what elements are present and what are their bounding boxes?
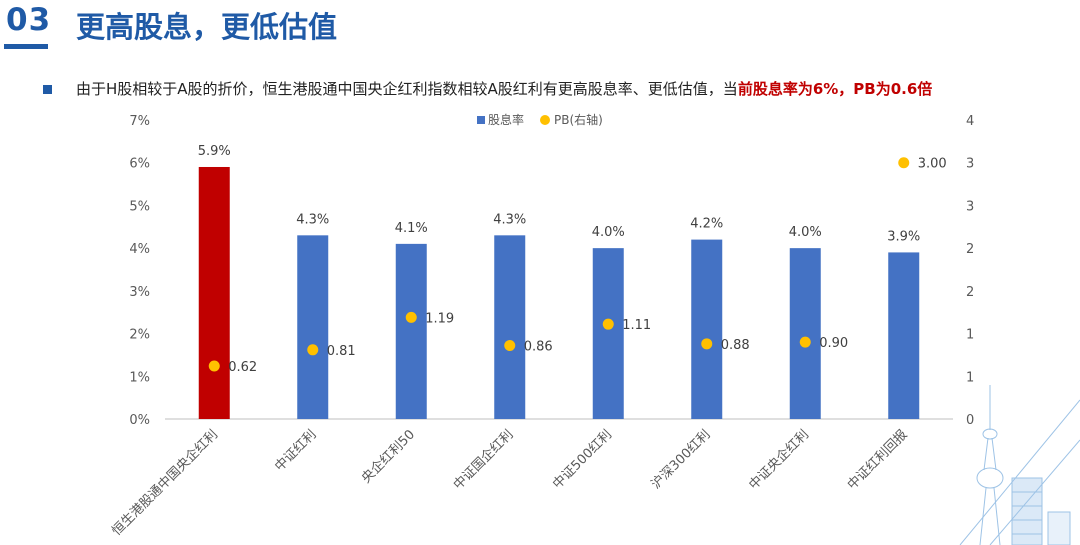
right-tick-label: 3 xyxy=(966,157,974,172)
right-tick-label: 3 xyxy=(966,199,974,214)
x-axis-labels: 恒生港股通中国央企红利 中证红利 央企红利50 中证国企红利 中证500红利 沪深300红… xyxy=(109,427,911,539)
legend: 股息率 PB(右轴) xyxy=(477,112,603,127)
dividend-data-label: 4.3% xyxy=(493,212,526,227)
section-underline xyxy=(4,44,48,49)
dividend-bar xyxy=(888,252,920,419)
legend-label-pb: PB(右轴) xyxy=(554,112,603,127)
dividend-data-label: 5.9% xyxy=(198,144,231,159)
left-tick-label: 7% xyxy=(129,114,150,129)
category-label: 中证国企红利 xyxy=(450,427,516,493)
bullet-marker xyxy=(43,85,52,94)
pb-data-label: 0.81 xyxy=(327,344,356,359)
bullet-text: 由于H股相较于A股的折价，恒生港股通中国央企红利指数相较A股红利有更高股息率、更… xyxy=(76,78,932,99)
left-axis: 0% 1% 2% 3% 4% 5% 6% 7% xyxy=(129,114,150,428)
dividend-bar xyxy=(789,248,821,419)
category-label: 中证红利回报 xyxy=(844,427,910,493)
right-tick-label: 2 xyxy=(966,285,974,300)
pb-data-label: 0.88 xyxy=(721,338,750,353)
dividend-data-label: 4.1% xyxy=(395,221,428,236)
pb-point xyxy=(208,360,220,372)
pb-data-label: 3.00 xyxy=(918,157,947,172)
dividend-data-label: 4.0% xyxy=(592,225,625,240)
right-axis: 0 1 1 2 2 3 3 4 xyxy=(966,114,974,428)
left-tick-label: 6% xyxy=(129,157,150,172)
pb-point xyxy=(307,344,319,356)
dividend-bar xyxy=(297,235,329,419)
pb-data-label: 1.11 xyxy=(622,318,651,333)
dividend-data-label: 4.3% xyxy=(296,212,329,227)
pb-data-label: 0.62 xyxy=(228,360,257,375)
pb-series: 0.62 0.81 1.19 0.86 1.11 0.88 0.90 3.00 xyxy=(208,157,947,375)
left-tick-label: 2% xyxy=(129,328,150,343)
pb-point xyxy=(602,318,614,330)
bullet-text-highlight: 前股息率为6%，PB为0.6倍 xyxy=(737,80,933,98)
left-tick-label: 5% xyxy=(129,199,150,214)
pb-point xyxy=(405,311,417,323)
right-tick-label: 1 xyxy=(966,370,974,385)
category-label: 沪深300红利 xyxy=(648,427,714,493)
page-title: 更高股息，更低估值 xyxy=(76,10,338,44)
section-number: 03 xyxy=(6,2,52,38)
left-tick-label: 0% xyxy=(129,413,150,428)
dividend-bar xyxy=(691,239,723,419)
dividend-bar xyxy=(592,248,624,419)
dividend-data-label: 3.9% xyxy=(887,229,920,244)
category-label: 恒生港股通中国央企红利 xyxy=(109,427,221,539)
dividend-bar xyxy=(494,235,526,419)
right-tick-label: 4 xyxy=(966,114,974,129)
legend-label-dividend: 股息率 xyxy=(488,112,524,127)
legend-swatch-pb xyxy=(540,115,550,125)
category-label: 中证红利 xyxy=(271,427,319,475)
dividend-data-label: 4.0% xyxy=(789,225,822,240)
pb-data-label: 0.90 xyxy=(819,336,848,351)
category-label: 中证央企红利 xyxy=(746,427,812,493)
city-skyline-decoration xyxy=(959,385,1080,545)
dividend-data-label: 4.2% xyxy=(690,217,723,232)
pb-point xyxy=(701,338,713,350)
right-tick-label: 1 xyxy=(966,328,974,343)
pb-point xyxy=(898,157,910,169)
pb-data-label: 1.19 xyxy=(425,311,454,326)
category-label: 央企红利50 xyxy=(358,427,418,487)
dividend-bar xyxy=(395,243,427,419)
pb-data-label: 0.86 xyxy=(524,340,553,355)
left-tick-label: 3% xyxy=(129,285,150,300)
bullet-text-main: 由于H股相较于A股的折价，恒生港股通中国央企红利指数相较A股红利有更高股息率、更… xyxy=(76,80,738,98)
pb-point xyxy=(504,340,516,352)
dividend-bar xyxy=(198,166,230,419)
right-tick-label: 2 xyxy=(966,242,974,257)
legend-swatch-dividend xyxy=(477,116,485,124)
left-tick-label: 4% xyxy=(129,242,150,257)
bar-series: 5.9% 4.3% 4.1% 4.3% 4.0% 4.2% 4.0% 3.9% xyxy=(198,144,920,419)
right-tick-label: 0 xyxy=(966,413,974,428)
category-label: 中证500红利 xyxy=(549,427,615,493)
left-tick-label: 1% xyxy=(129,370,150,385)
pb-point xyxy=(799,336,811,348)
